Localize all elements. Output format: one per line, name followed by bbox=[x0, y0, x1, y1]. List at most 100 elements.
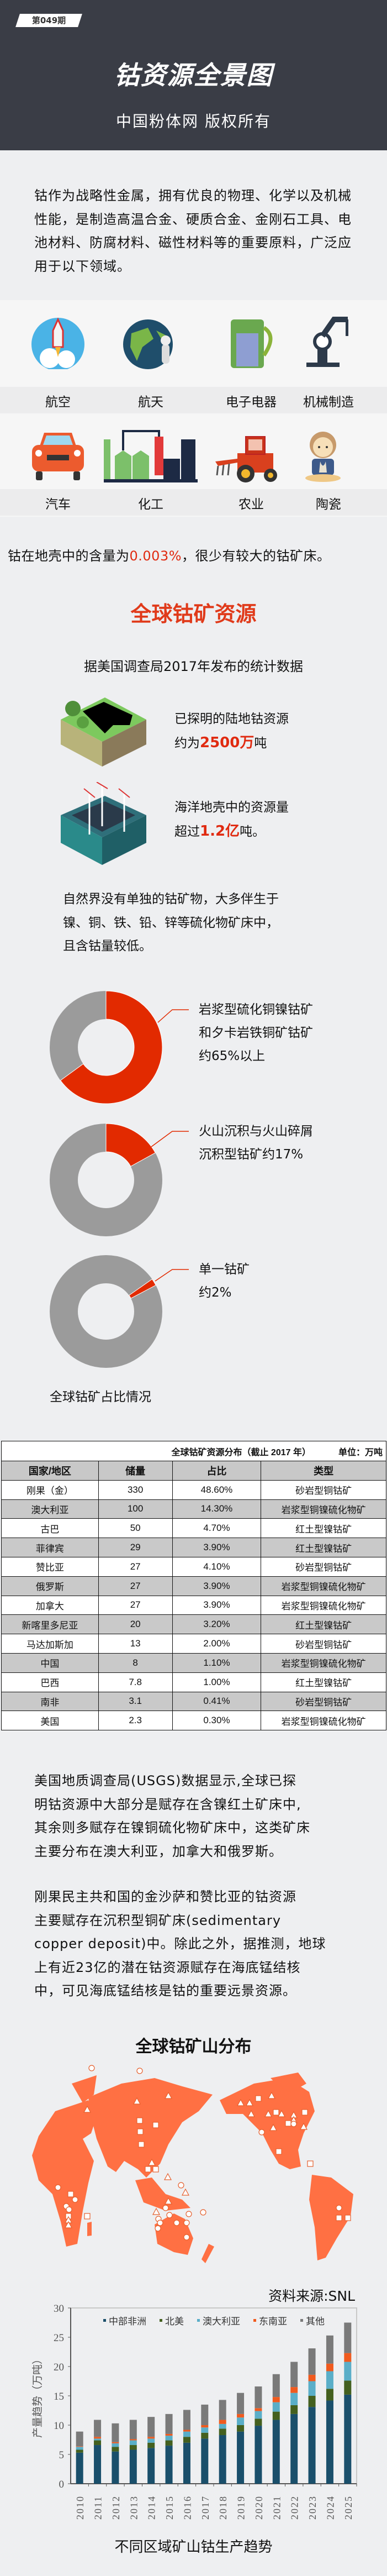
table-row: 美国 2.3 0.30% 岩浆型铜镍硫化物矿 bbox=[1, 1711, 386, 1731]
table-caption: 全球钴矿资源分布（截止 2017 年） 单位：万吨 bbox=[1, 1441, 386, 1461]
table-cell: 刚果（金） bbox=[1, 1480, 99, 1500]
southeast-asia bbox=[135, 2178, 190, 2211]
mine-marker-circle bbox=[258, 2129, 265, 2136]
bar-segment-中部非洲 bbox=[165, 2446, 173, 2484]
legend-swatch bbox=[160, 2319, 162, 2322]
usgs-line: 美国地质调查局(USGS)数据显示,全球已探 bbox=[34, 1773, 296, 1788]
bar-segment-其他 bbox=[219, 2400, 226, 2420]
application-label: 电子电器 bbox=[226, 395, 277, 410]
earth-astronaut-icon bbox=[120, 314, 181, 369]
table-cell: 岩浆型铜镍硫化物矿 bbox=[261, 1652, 386, 1673]
x-tick-label: 2016 bbox=[182, 2495, 193, 2520]
crust-content-text: 钴在地壳中的含量为0.003%，很少有较大的钴矿床。 bbox=[8, 545, 331, 564]
bar-segment-澳大利亚 bbox=[255, 2411, 262, 2419]
application-label: 航空 bbox=[45, 395, 71, 410]
donut-label-line: 和夕卡岩铁铜矿钴矿 bbox=[199, 1026, 313, 1040]
mine-marker-circle bbox=[185, 2211, 192, 2217]
bar-segment-澳大利亚 bbox=[94, 2438, 102, 2441]
drc-line: 主要赋存在沉积型铜矿床(sedimentary bbox=[34, 1912, 282, 1928]
bar-segment-澳大利亚 bbox=[201, 2427, 209, 2433]
bar-segment-北美 bbox=[326, 2389, 333, 2401]
table-unit: 单位：万吨 bbox=[338, 1447, 383, 1457]
bar-segment-中部非洲 bbox=[308, 2407, 316, 2484]
table-cell: 红土型镍钴矿 bbox=[261, 1672, 386, 1692]
cobalt-distribution-table: 全球钴矿资源分布（截止 2017 年） 单位：万吨 国家/地区 储量 占比 类型 刚果（… bbox=[1, 1441, 386, 1731]
bar-segment-北美 bbox=[129, 2445, 137, 2450]
x-tick-label: 2015 bbox=[164, 2495, 175, 2520]
legend-label: 中部非洲 bbox=[109, 2316, 146, 2327]
bar-segment-东南亚 bbox=[112, 2442, 119, 2443]
mine-marker-triangle bbox=[147, 2158, 156, 2166]
land-cube-illustration bbox=[61, 697, 146, 767]
bar-segment-东南亚 bbox=[255, 2408, 262, 2411]
bar-segment-其他 bbox=[165, 2414, 173, 2434]
world-mine-map bbox=[32, 2065, 353, 2263]
bar-segment-北美 bbox=[201, 2432, 209, 2439]
bar-segment-澳大利亚 bbox=[237, 2417, 245, 2425]
bar-segment-中部非洲 bbox=[237, 2431, 245, 2484]
mine-marker-triangle bbox=[132, 2097, 141, 2105]
land-resource-stat: 已探明的陆地钴资源 约为2500万吨 bbox=[174, 707, 289, 756]
legend-swatch bbox=[253, 2319, 256, 2322]
mine-marker-triangle bbox=[267, 2091, 276, 2099]
table-cell: 29 bbox=[98, 1538, 173, 1557]
drc-line: 中，可见海底锰结核是钴的重要远景资源。 bbox=[34, 1983, 296, 1998]
mine-marker-triangle bbox=[164, 2091, 173, 2099]
bar-segment-澳大利亚 bbox=[219, 2423, 226, 2429]
donut-caption: 全球钴矿占比情况 bbox=[50, 1390, 151, 1404]
table-cell: 中国 bbox=[1, 1652, 99, 1673]
section-title: 全球钴矿资源 bbox=[130, 601, 257, 626]
table-cell: 0.30% bbox=[172, 1711, 262, 1731]
asia bbox=[88, 2078, 213, 2178]
label-bar bbox=[0, 387, 387, 413]
donut-label-line: 岩浆型硫化铜镍钴矿 bbox=[199, 1003, 313, 1017]
land-stat-value: 2500万 bbox=[200, 734, 255, 751]
mine-marker-circle bbox=[72, 2196, 78, 2203]
mine-marker-triangle bbox=[269, 2123, 278, 2131]
application-label: 化工 bbox=[138, 497, 163, 512]
y-tick-label: 25 bbox=[54, 2332, 64, 2344]
bar-segment-北美 bbox=[308, 2396, 316, 2407]
usgs-line: 主要分布在澳大利亚，加拿大和俄罗斯。 bbox=[34, 1843, 283, 1859]
y-tick-label: 20 bbox=[54, 2362, 64, 2373]
table-cell: 27 bbox=[98, 1556, 173, 1577]
bar-segment-澳大利亚 bbox=[308, 2381, 316, 2396]
x-tick-label: 2019 bbox=[236, 2495, 247, 2520]
bar-segment-东南亚 bbox=[290, 2387, 298, 2393]
mine-marker-triangle bbox=[245, 2098, 254, 2106]
table-title: 全球钴矿资源分布（截止 2017 年） bbox=[171, 1447, 311, 1457]
mine-marker-circle bbox=[66, 2206, 72, 2213]
land-stat-unit: 吨 bbox=[254, 736, 267, 751]
table-cell: 27 bbox=[98, 1576, 173, 1596]
mine-marker-triangle bbox=[164, 2197, 173, 2205]
bar-segment-北美 bbox=[255, 2418, 262, 2426]
land-stat-prefix: 约为 bbox=[174, 736, 200, 751]
australia bbox=[155, 2213, 193, 2255]
bar-segment-中部非洲 bbox=[272, 2420, 280, 2484]
greenland bbox=[271, 2073, 306, 2095]
donut-label: 单一钴矿 约2% bbox=[199, 1258, 250, 1304]
bar-segment-北美 bbox=[237, 2425, 245, 2432]
donut-label-line: 约65%以上 bbox=[199, 1049, 266, 1063]
table-cell: 14.30% bbox=[172, 1499, 262, 1519]
header-banner: 第049期 钴资源全景图 中国粉体网 版权所有 bbox=[0, 0, 387, 150]
table-cell: 330 bbox=[98, 1480, 173, 1500]
bar-segment-北美 bbox=[165, 2440, 173, 2446]
bar-segment-澳大利亚 bbox=[183, 2431, 190, 2437]
application-label: 陶瓷 bbox=[316, 497, 341, 512]
bar-segment-澳大利亚 bbox=[76, 2447, 83, 2450]
table-cell: 澳大利亚 bbox=[1, 1499, 99, 1519]
table-cell: 2.00% bbox=[172, 1634, 262, 1654]
ocean-stat-value: 1.2亿 bbox=[200, 823, 240, 840]
car-icon bbox=[28, 428, 88, 484]
application-label: 航天 bbox=[138, 395, 163, 410]
table-cell: 红土型镍钴矿 bbox=[261, 1614, 386, 1635]
usgs-paragraph: 美国地质调查局(USGS)数据显示,全球已探 明钴资源中大部分是赋存在含镍红土矿… bbox=[34, 1769, 365, 1863]
bar-segment-北美 bbox=[344, 2380, 352, 2395]
ocean-stat-line: 海洋地壳中的资源量 bbox=[174, 800, 289, 815]
mine-marker-triangle bbox=[247, 2110, 256, 2117]
table-cell: 巴西 bbox=[1, 1672, 99, 1692]
ocean-resource-stat: 海洋地壳中的资源量 超过1.2亿吨。 bbox=[174, 796, 289, 844]
bar-segment-其他 bbox=[147, 2417, 155, 2437]
table-cell: 加拿大 bbox=[1, 1595, 99, 1615]
